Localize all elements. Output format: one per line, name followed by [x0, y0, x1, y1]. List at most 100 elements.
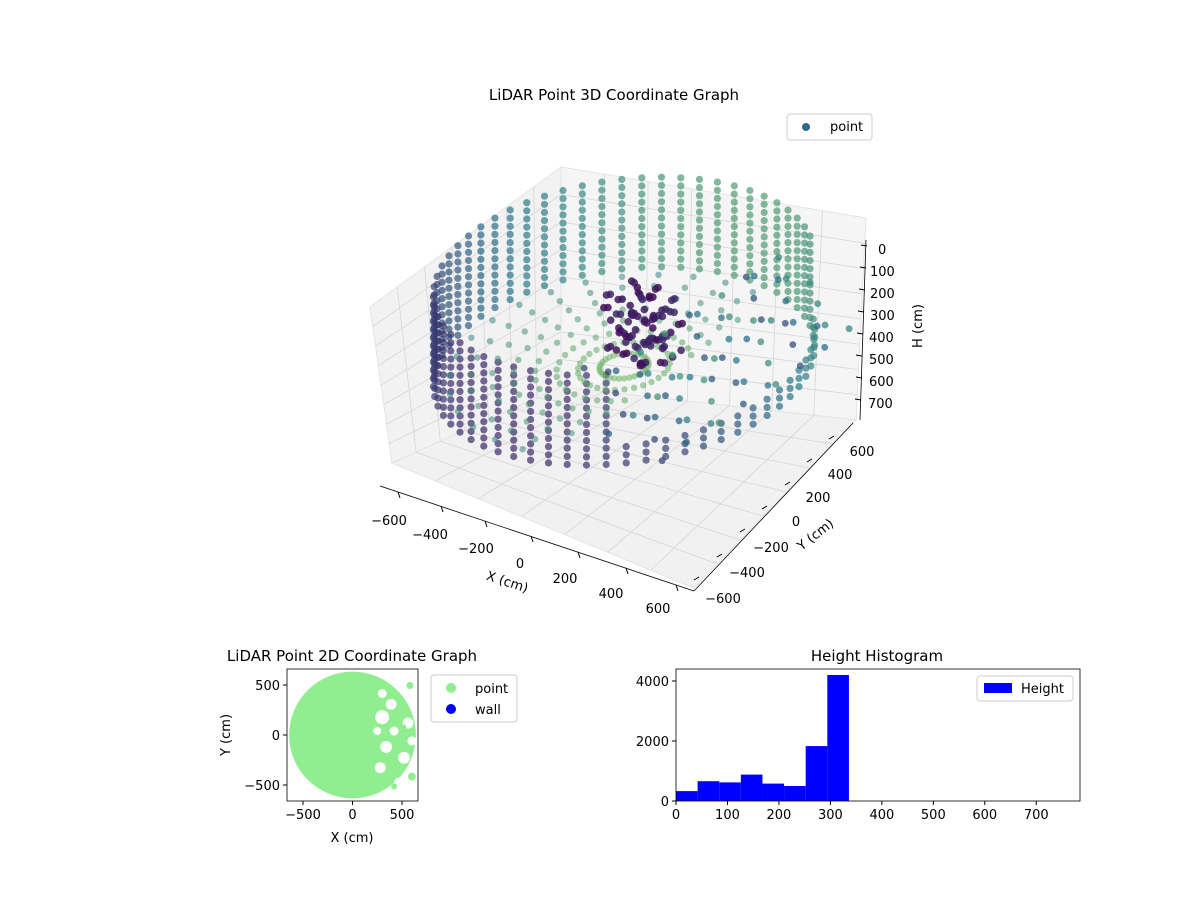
point-3d: [713, 259, 722, 268]
point-3d: [544, 402, 553, 410]
point-3d: [657, 206, 666, 214]
point-3d: [480, 385, 488, 393]
point-3d: [773, 231, 781, 239]
grid-line: [383, 304, 562, 405]
point-3d: [434, 321, 442, 329]
point-3d: [562, 386, 569, 393]
point-3d: [806, 248, 814, 256]
point-3d: [439, 371, 447, 379]
point-3d: [506, 214, 514, 222]
point-3d: [540, 265, 549, 273]
point-3d: [640, 305, 649, 314]
point-3d: [454, 250, 462, 258]
point-3d: [454, 307, 462, 315]
point-3d: [602, 404, 610, 412]
point-3d: [464, 281, 473, 289]
point-3d: [806, 240, 814, 248]
point-3d: [540, 208, 549, 216]
point-3d: [809, 315, 817, 323]
point-3d: [649, 324, 657, 332]
point-3d: [700, 376, 708, 384]
point-3d: [477, 280, 485, 288]
point-3d: [605, 430, 613, 438]
x-tick-label: 300: [818, 808, 843, 823]
point-3d: [467, 411, 475, 419]
point-3d: [505, 341, 512, 348]
scatter-2d-gap: [407, 736, 417, 746]
point-3d: [568, 430, 575, 437]
point-3d: [612, 346, 621, 354]
point-3d: [676, 372, 684, 380]
point-3d: [622, 451, 630, 459]
point-3d: [695, 184, 704, 192]
point-3d: [507, 427, 515, 434]
point-3d: [491, 238, 499, 247]
point-3d: [563, 379, 571, 387]
point-3d: [718, 354, 726, 361]
point-3d: [681, 431, 689, 440]
point-3d: [477, 231, 485, 239]
y-tick-label: 0: [272, 729, 280, 744]
point-3d: [713, 235, 722, 243]
point-3d: [743, 335, 751, 343]
point-3d: [784, 247, 792, 255]
point-3d: [596, 310, 603, 317]
point-3d: [539, 409, 546, 416]
point-3d: [764, 382, 772, 389]
y-axis-line: [693, 422, 854, 592]
grid-line: [434, 391, 604, 482]
point-3d: [598, 227, 606, 235]
point-3d: [784, 255, 792, 263]
point-3d: [602, 386, 609, 393]
point-3d: [434, 370, 442, 378]
point-3d: [494, 423, 502, 431]
point-3d: [789, 318, 797, 326]
x-tick-label: 700: [1024, 808, 1049, 823]
point-3d: [489, 383, 496, 391]
point-3d: [456, 420, 464, 428]
point-3d: [601, 320, 608, 327]
scatter-2d-point: [401, 724, 407, 730]
point-3d: [604, 368, 612, 376]
point-3d: [540, 192, 549, 200]
point-3d: [544, 434, 553, 443]
point-3d: [491, 279, 499, 287]
point-3d: [775, 394, 784, 402]
point-3d: [622, 338, 630, 347]
point-3d: [598, 251, 606, 259]
point-3d: [477, 255, 485, 263]
point-3d: [544, 369, 553, 377]
point-3d: [453, 353, 460, 360]
point-3d: [695, 232, 704, 240]
y-tick-label: −400: [729, 566, 765, 581]
point-3d: [662, 444, 670, 452]
point-3d: [746, 219, 754, 227]
point-3d: [618, 192, 626, 200]
point-3d: [438, 262, 446, 270]
point-3d: [637, 293, 645, 302]
y-axis-label-3d: Y (cm): [794, 516, 837, 554]
point-3d: [619, 411, 627, 418]
point-3d: [686, 311, 693, 319]
point-3d: [559, 252, 567, 260]
y-ticks-histogram: 0 2000 4000: [636, 675, 676, 810]
point-3d: [677, 231, 685, 239]
point-3d: [607, 397, 614, 405]
point-3d: [467, 346, 475, 354]
z-tick-label: 0: [878, 243, 886, 258]
point-3d: [582, 453, 591, 461]
point-3d: [521, 328, 528, 335]
point-3d: [491, 214, 499, 222]
point-3d: [638, 174, 646, 182]
point-3d: [615, 328, 623, 337]
point-3d: [806, 297, 814, 305]
point-3d: [638, 231, 646, 239]
scatter-2d-point: [391, 783, 398, 790]
point-3d: [598, 219, 606, 227]
point-3d: [454, 323, 462, 331]
point-3d: [439, 411, 447, 420]
point-3d: [516, 301, 523, 309]
y-tick-label: 600: [850, 445, 875, 460]
point-3d: [600, 303, 608, 312]
point-3d: [494, 355, 501, 362]
